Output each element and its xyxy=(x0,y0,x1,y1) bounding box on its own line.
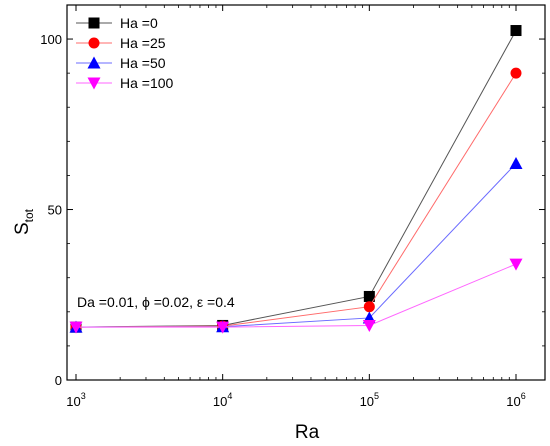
legend-item: Ha =50 xyxy=(76,55,166,71)
y-axis-title-subscript: tot xyxy=(22,208,36,222)
legend-marker xyxy=(88,17,100,29)
data-point xyxy=(362,319,376,332)
y-tick-label: 0 xyxy=(55,373,62,388)
legend-marker xyxy=(88,37,100,49)
plot-frame xyxy=(66,4,546,381)
legend: Ha =0 Ha =25 Ha =50 Ha =100 xyxy=(76,15,174,91)
data-point xyxy=(509,156,523,169)
x-tick-label: 105 xyxy=(360,391,379,409)
data-point xyxy=(363,301,375,313)
data-point xyxy=(216,321,230,334)
series-line xyxy=(76,263,517,328)
data-point xyxy=(363,290,375,302)
legend-item: Ha =100 xyxy=(76,75,174,91)
x-tick-label: 103 xyxy=(66,391,85,409)
legend-label: Ha =0 xyxy=(120,15,158,31)
y-tick-label: 50 xyxy=(48,203,62,218)
series-3 xyxy=(69,258,523,334)
legend-marker xyxy=(87,77,101,90)
ticks-layer: 103 104 105 106 0 50 100 xyxy=(40,5,545,409)
data-point xyxy=(510,25,522,37)
data-point xyxy=(509,258,523,271)
data-point xyxy=(69,321,83,334)
y-axis-title-main: S xyxy=(12,222,33,235)
x-axis-title: Ra xyxy=(295,422,320,443)
svg-text:Stot: Stot xyxy=(12,208,36,235)
legend-label: Ha =25 xyxy=(120,35,166,51)
y-axis-title: Stot xyxy=(12,208,36,235)
series-line xyxy=(75,72,517,328)
legend-marker xyxy=(87,56,101,69)
legend-item: Ha =25 xyxy=(76,35,166,51)
series-0 xyxy=(70,25,522,333)
plot-border xyxy=(66,4,546,381)
series-layer xyxy=(69,25,523,334)
legend-item: Ha =0 xyxy=(76,15,158,31)
data-point xyxy=(510,67,522,79)
y-tick-label: 100 xyxy=(40,32,62,47)
x-tick-label: 104 xyxy=(213,391,232,409)
x-tick-label: 106 xyxy=(506,391,525,409)
annotation-text: Da =0.01, ϕ =0.02, ε =0.4 xyxy=(77,294,235,310)
legend-label: Ha =100 xyxy=(120,75,174,91)
legend-label: Ha =50 xyxy=(120,55,166,71)
series-1 xyxy=(70,67,522,333)
